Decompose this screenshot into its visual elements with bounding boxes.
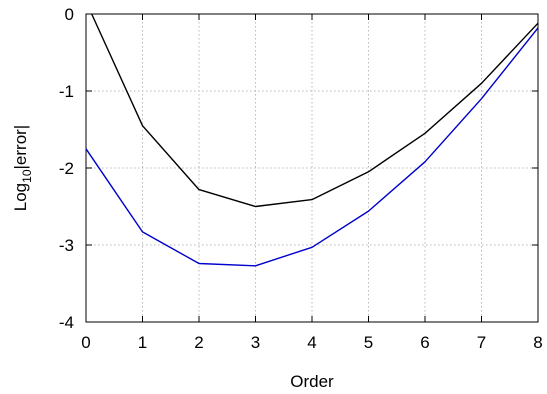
x-tick-label: 0: [81, 333, 90, 352]
x-tick-label: 3: [251, 333, 260, 352]
ticks: 0 1 2 3 4 5 6 7 8 0 -1 -2 -3 -4: [59, 5, 543, 352]
x-tick-label: 7: [477, 333, 486, 352]
y-tick-label: 0: [65, 5, 74, 24]
y-axis-title-base: Log: [11, 183, 30, 211]
y-axis-title: Log10|error|: [11, 125, 34, 211]
x-tick-label: 6: [420, 333, 429, 352]
x-tick-label: 1: [138, 333, 147, 352]
y-tick-label: -1: [59, 82, 74, 101]
y-tick-label: -3: [59, 236, 74, 255]
y-axis-title-subscript: 10: [20, 169, 34, 183]
grid: [86, 14, 538, 322]
series-line-2: [85, 27, 539, 267]
x-axis-title: Order: [290, 372, 334, 391]
series-line-1: [91, 13, 539, 208]
x-tick-label: 2: [194, 333, 203, 352]
series-layer: [85, 13, 539, 267]
y-tick-label: -2: [59, 159, 74, 178]
x-tick-label: 8: [533, 333, 542, 352]
y-axis-title-rest: |error|: [11, 125, 30, 170]
x-tick-label: 5: [364, 333, 373, 352]
y-tick-label: -4: [59, 313, 74, 332]
x-tick-label: 4: [307, 333, 316, 352]
